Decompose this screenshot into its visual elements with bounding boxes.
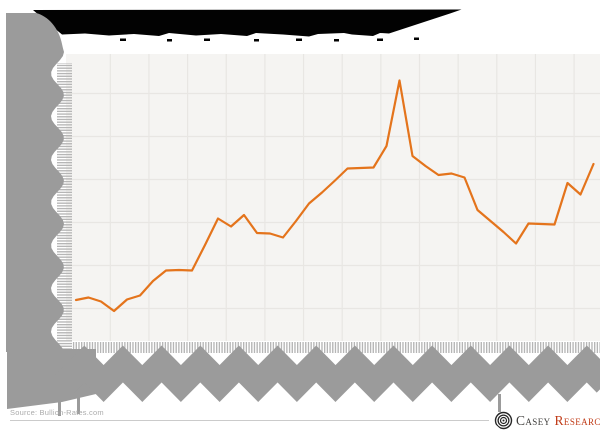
casey-logo-icon — [494, 411, 513, 430]
brand-word-casey: Casey — [516, 412, 551, 428]
price-line-series — [74, 79, 595, 313]
casey-research-logo: Casey Research — [494, 410, 600, 431]
footer-divider — [10, 420, 489, 421]
grid-horizontal-lines — [66, 92, 600, 310]
redacted-y-axis-labels-blob — [6, 13, 64, 352]
redacted-x-axis-labels-ribbon — [55, 345, 600, 402]
grid-vertical-lines — [109, 54, 575, 341]
source-credit: Source: Bullion-Rates.com — [10, 408, 104, 417]
redacted-chart-title-blob — [33, 9, 462, 42]
x-axis-minor-ticks — [72, 342, 600, 353]
plot-area — [66, 54, 600, 341]
brand-word-research: Research — [554, 412, 600, 428]
